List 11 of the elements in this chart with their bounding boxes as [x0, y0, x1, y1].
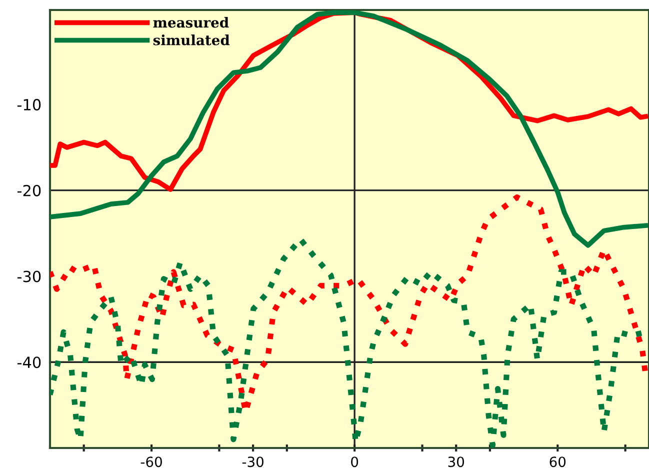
text: measured — [153, 16, 229, 28]
x-tick-label: 30 — [448, 456, 464, 468]
x-tick-label: 60 — [550, 456, 566, 468]
x-tick-label: -60 — [140, 456, 162, 468]
series-label: simulated — [153, 34, 230, 46]
y-tick-label: -40 — [17, 356, 41, 368]
x-tick-label: -30 — [242, 456, 264, 468]
y-tick-label: -30 — [17, 270, 41, 282]
y-tick-label: -20 — [17, 184, 41, 196]
y-tick-label: -10 — [17, 98, 41, 110]
x-tick-label: 0 — [351, 456, 358, 468]
